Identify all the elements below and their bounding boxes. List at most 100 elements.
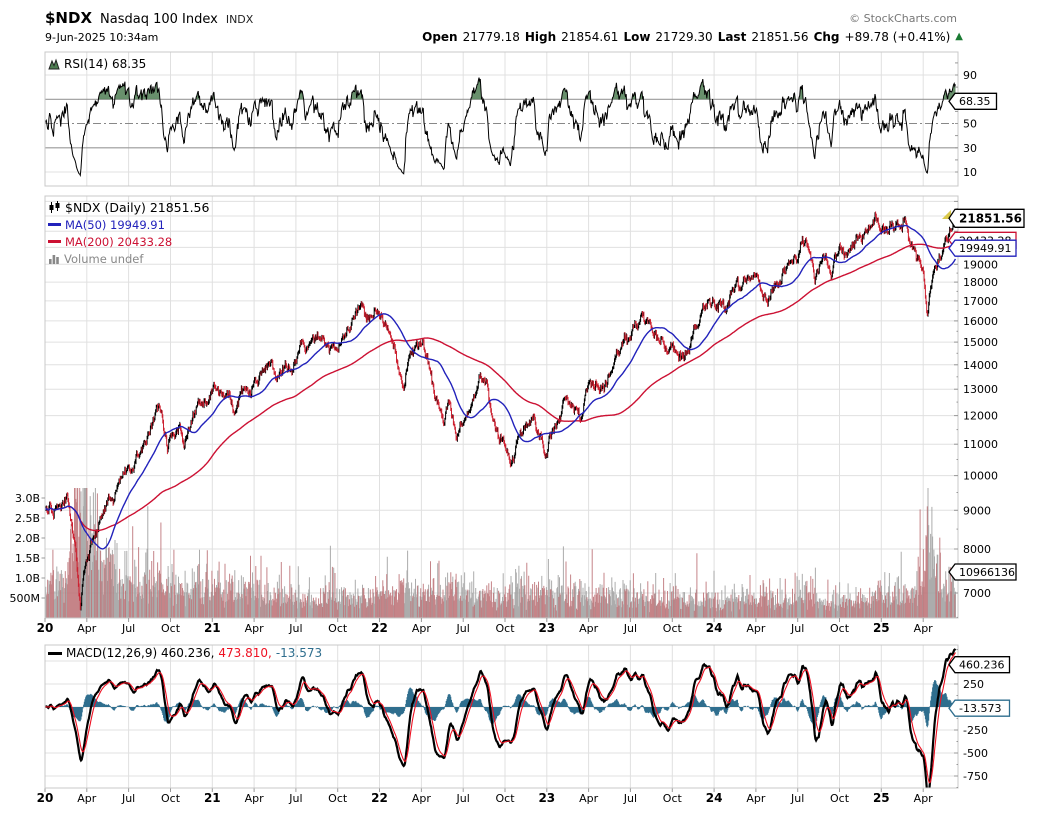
svg-text:2.5B: 2.5B bbox=[15, 512, 40, 525]
svg-text:16000: 16000 bbox=[963, 315, 998, 328]
svg-text:Jul: Jul bbox=[790, 792, 804, 805]
rsi-legend-label: RSI(14) 68.35 bbox=[64, 56, 147, 71]
svg-text:18000: 18000 bbox=[963, 276, 998, 289]
chg-value: +89.78 (+0.41%) bbox=[844, 30, 951, 44]
svg-text:Oct: Oct bbox=[663, 792, 683, 805]
symbol-name: Nasdaq 100 Index bbox=[100, 12, 218, 27]
svg-text:1.5B: 1.5B bbox=[15, 552, 40, 565]
rsi-legend: RSI(14) 68.35 bbox=[48, 55, 146, 72]
svg-text:Apr: Apr bbox=[412, 792, 432, 805]
svg-text:21851.56: 21851.56 bbox=[959, 212, 1022, 226]
svg-text:17000: 17000 bbox=[963, 295, 998, 308]
ma200-swatch bbox=[48, 240, 61, 243]
ma50-legend-label: MA(50) 19949.91 bbox=[65, 217, 165, 232]
svg-text:-13.573: -13.573 bbox=[959, 702, 1001, 715]
svg-text:25: 25 bbox=[873, 621, 890, 635]
svg-text:20: 20 bbox=[37, 791, 54, 805]
price-legend: $NDX (Daily) 21851.56 MA(50) 19949.91 MA… bbox=[48, 199, 209, 267]
macd-legend-hist: -13.573 bbox=[275, 646, 323, 660]
last-label: Last bbox=[717, 30, 747, 44]
open-value: 21779.18 bbox=[462, 30, 520, 44]
svg-text:Apr: Apr bbox=[77, 792, 97, 805]
high-value: 21854.61 bbox=[561, 30, 619, 44]
macd-legend: MACD(12,26,9) 460.236, 473.810, -13.573 bbox=[48, 646, 322, 660]
up-triangle-icon: ▲ bbox=[955, 31, 963, 42]
svg-text:10000: 10000 bbox=[963, 470, 998, 483]
svg-text:500M: 500M bbox=[10, 592, 41, 605]
svg-text:Apr: Apr bbox=[245, 622, 265, 635]
svg-text:-250: -250 bbox=[963, 724, 988, 737]
macd-panel: 250 -250 -500 -750 bbox=[44, 644, 988, 789]
svg-text:3.0B: 3.0B bbox=[15, 492, 40, 505]
x-axis-top: 20 Apr Jul Oct 21 Apr Jul Oct 22 Apr Jul Oct 23 Apr Ju… bbox=[37, 618, 934, 635]
svg-text:Apr: Apr bbox=[245, 792, 265, 805]
last-value: 21851.56 bbox=[751, 30, 809, 44]
open-label: Open bbox=[422, 30, 458, 44]
svg-text:Jul: Jul bbox=[456, 792, 470, 805]
svg-text:10966136: 10966136 bbox=[959, 566, 1015, 579]
svg-text:19000: 19000 bbox=[963, 258, 998, 271]
high-label: High bbox=[524, 30, 557, 44]
ma200-legend-label: MA(200) 20433.28 bbox=[65, 234, 173, 249]
svg-text:22: 22 bbox=[371, 621, 388, 635]
svg-text:Oct: Oct bbox=[161, 622, 181, 635]
svg-text:15000: 15000 bbox=[963, 336, 998, 349]
svg-text:Apr: Apr bbox=[746, 792, 766, 805]
svg-text:9000: 9000 bbox=[963, 504, 991, 517]
svg-text:24: 24 bbox=[706, 621, 723, 635]
svg-text:Apr: Apr bbox=[77, 622, 97, 635]
svg-text:7000: 7000 bbox=[963, 587, 991, 600]
chart-datetime: 9-Jun-2025 10:34am bbox=[45, 31, 159, 44]
svg-text:Oct: Oct bbox=[328, 622, 348, 635]
svg-text:10: 10 bbox=[963, 166, 977, 179]
svg-text:Jul: Jul bbox=[121, 622, 135, 635]
svg-text:8000: 8000 bbox=[963, 543, 991, 556]
svg-text:Jul: Jul bbox=[790, 622, 804, 635]
svg-text:Oct: Oct bbox=[328, 792, 348, 805]
low-value: 21729.30 bbox=[655, 30, 713, 44]
svg-text:20: 20 bbox=[37, 621, 54, 635]
svg-text:11000: 11000 bbox=[963, 438, 998, 451]
svg-text:19949.91: 19949.91 bbox=[959, 242, 1012, 255]
ma50-swatch bbox=[48, 223, 61, 226]
svg-text:Oct: Oct bbox=[495, 792, 515, 805]
svg-text:Jul: Jul bbox=[288, 792, 302, 805]
svg-text:12000: 12000 bbox=[963, 410, 998, 423]
svg-text:2.0B: 2.0B bbox=[15, 532, 40, 545]
rsi-panel: 90 50 30 10 bbox=[44, 51, 977, 187]
macd-swatch bbox=[48, 651, 62, 655]
svg-text:Jul: Jul bbox=[623, 622, 637, 635]
svg-text:Jul: Jul bbox=[121, 792, 135, 805]
svg-text:Apr: Apr bbox=[914, 792, 934, 805]
svg-text:Apr: Apr bbox=[579, 792, 599, 805]
svg-text:Oct: Oct bbox=[495, 622, 515, 635]
vertical-gridlines bbox=[44, 52, 924, 788]
last-bar-marker bbox=[942, 210, 951, 219]
svg-text:Oct: Oct bbox=[161, 792, 181, 805]
svg-text:24: 24 bbox=[706, 791, 723, 805]
svg-text:23: 23 bbox=[538, 791, 555, 805]
svg-text:90: 90 bbox=[963, 69, 977, 82]
low-label: Low bbox=[623, 30, 651, 44]
svg-text:Apr: Apr bbox=[914, 622, 934, 635]
svg-text:Jul: Jul bbox=[456, 622, 470, 635]
svg-text:250: 250 bbox=[963, 678, 984, 691]
svg-text:-750: -750 bbox=[963, 770, 988, 783]
macd-legend-main: MACD(12,26,9) 460.236, bbox=[66, 646, 215, 660]
svg-text:50: 50 bbox=[963, 118, 977, 131]
value-callouts: 20433.2819949.9121851.5668.3510966136460… bbox=[942, 92, 1025, 717]
svg-text:13000: 13000 bbox=[963, 383, 998, 396]
svg-text:460.236: 460.236 bbox=[959, 659, 1005, 672]
candlestick-icon bbox=[49, 201, 60, 213]
svg-text:21: 21 bbox=[204, 791, 221, 805]
symbol: $NDX bbox=[45, 9, 93, 27]
rsi-area-icon bbox=[48, 57, 60, 69]
stockcharts-credit: © StockCharts.com bbox=[849, 12, 957, 25]
svg-text:Apr: Apr bbox=[412, 622, 432, 635]
svg-text:14000: 14000 bbox=[963, 359, 998, 372]
svg-text:Apr: Apr bbox=[746, 622, 766, 635]
chg-label: Chg bbox=[813, 30, 840, 44]
svg-text:Jul: Jul bbox=[288, 622, 302, 635]
